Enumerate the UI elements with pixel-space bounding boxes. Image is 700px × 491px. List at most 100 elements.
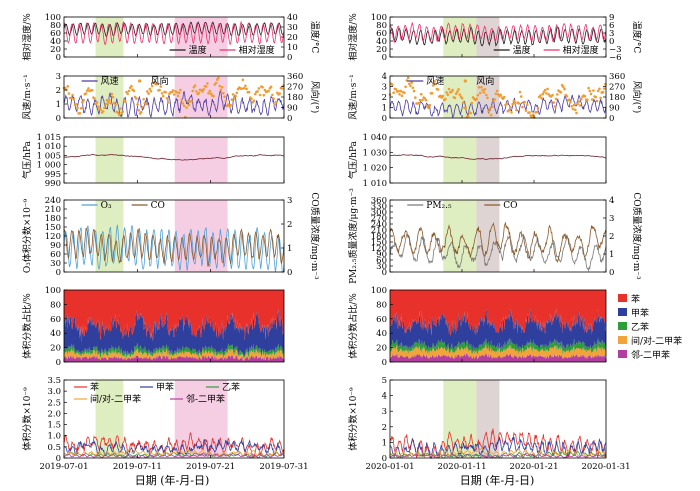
y-tick-label-left: 80	[50, 21, 61, 31]
wind-direction-point	[572, 103, 576, 107]
y-tick-label-left: 60	[376, 29, 387, 39]
legend-label: 相对湿度	[239, 44, 275, 56]
wind-direction-point	[586, 98, 589, 101]
wind-direction-point	[589, 92, 593, 96]
wind-direction-point	[563, 87, 566, 91]
y-tick-label-left: 990	[45, 179, 61, 189]
wind-direction-point	[150, 84, 154, 88]
y-tick-label-left: 4	[382, 392, 387, 402]
wind-direction-point	[536, 106, 540, 110]
wind-direction-point	[546, 87, 549, 91]
panel-voc: 00.51.01.5 2.02.53.03.5 体积分数×10⁻⁹ 苯 甲苯 乙苯间/对-…	[21, 376, 309, 472]
wind-direction-point	[602, 87, 606, 90]
y-tick-label-left: 2	[56, 86, 61, 96]
wind-direction-point	[130, 84, 133, 88]
y-tick-label-left: 210	[371, 226, 387, 236]
y-tick-label-left: 0	[382, 454, 387, 464]
wind-direction-point	[524, 109, 528, 112]
stacked-area-group	[390, 290, 606, 362]
wind-direction-point	[446, 93, 450, 96]
wind-direction-point	[491, 105, 494, 108]
y-tick-label-right: 360	[609, 72, 625, 82]
y-tick-label-left: 80	[50, 300, 61, 310]
y-tick-label-right: 180	[287, 93, 303, 103]
wind-direction-point	[528, 111, 531, 114]
legend-swatch	[618, 294, 627, 302]
wind-direction-point	[187, 103, 191, 107]
y-tick-label-left: 1 010	[37, 142, 61, 152]
wind-direction-point	[509, 105, 512, 109]
wind-direction-point	[434, 82, 438, 86]
x-tick-label: 2020-01-31	[581, 462, 630, 472]
y-tick-label-left: 60	[50, 250, 61, 260]
y-tick-label-left: 1 020	[363, 164, 387, 174]
wind-direction-point	[404, 85, 407, 89]
wind-direction-point	[503, 95, 506, 99]
wind-direction-point	[392, 91, 395, 94]
wind-direction-point	[518, 90, 522, 94]
wind-direction-point	[81, 100, 84, 104]
legend-label: 温度	[189, 44, 207, 56]
panel-legend: 温度 相对湿度	[493, 44, 599, 56]
wind-direction-point	[511, 102, 514, 106]
y-tick-label-right: 6	[609, 21, 614, 31]
wind-direction-point	[230, 98, 234, 101]
wind-direction-point	[111, 95, 115, 99]
wind-direction-point	[148, 87, 152, 91]
wind-direction-point	[164, 91, 167, 94]
wind-direction-point	[218, 84, 221, 88]
legend-label: CO	[503, 201, 517, 211]
y-tick-label-right: 3	[609, 29, 614, 39]
y-tick-label-right: 0	[609, 37, 614, 47]
highlight-band	[95, 137, 124, 183]
legend-swatch	[618, 336, 627, 344]
y-tick-label-right: 180	[609, 93, 625, 103]
wind-direction-point	[101, 110, 105, 113]
wind-direction-point	[71, 93, 74, 97]
highlight-band	[95, 17, 124, 57]
wind-direction-point	[116, 111, 120, 114]
wind-direction-point	[540, 97, 543, 100]
wind-direction-point	[220, 85, 224, 89]
wind-direction-point	[400, 94, 404, 98]
legend-label: 乙苯	[222, 381, 240, 393]
series-line-pressure	[64, 153, 285, 161]
y-tick-label-left: 3.5	[47, 376, 61, 386]
y-tick-label-left: 5	[382, 376, 387, 386]
wind-direction-point	[219, 88, 223, 92]
y-tick-label-left: 240	[45, 196, 61, 206]
area-甲苯	[64, 308, 284, 356]
panel-frame	[389, 136, 607, 184]
y-tick-label-left: 1	[382, 438, 387, 448]
wind-direction-point	[494, 92, 498, 96]
wind-direction-point	[408, 82, 411, 86]
legend-label: 风向	[476, 75, 494, 87]
wind-direction-point	[63, 86, 67, 90]
y-tick-label-left: 1.5	[47, 421, 61, 431]
wind-direction-point	[454, 92, 458, 95]
wind-direction-point	[235, 91, 239, 95]
wind-direction-point	[457, 88, 460, 91]
series-line-温度	[63, 21, 285, 38]
wind-direction-point	[202, 88, 205, 91]
wind-direction-point	[458, 93, 462, 96]
area-苯	[64, 290, 284, 343]
wind-direction-point	[234, 94, 237, 98]
series-line-pressure	[389, 154, 607, 160]
area-间/对-二甲苯	[64, 348, 284, 361]
wind-direction-point	[598, 87, 601, 91]
y-axis-title-left: 风速/m·s⁻¹	[348, 74, 359, 119]
series-line-邻-二甲苯	[64, 453, 285, 459]
panel-frame	[389, 379, 607, 459]
y-tick-label-left: 4	[382, 72, 387, 82]
y-tick-label-left: 90	[50, 241, 61, 251]
legend-label: 苯	[90, 381, 99, 393]
wind-direction-point	[82, 98, 85, 102]
wind-direction-point	[114, 103, 117, 107]
